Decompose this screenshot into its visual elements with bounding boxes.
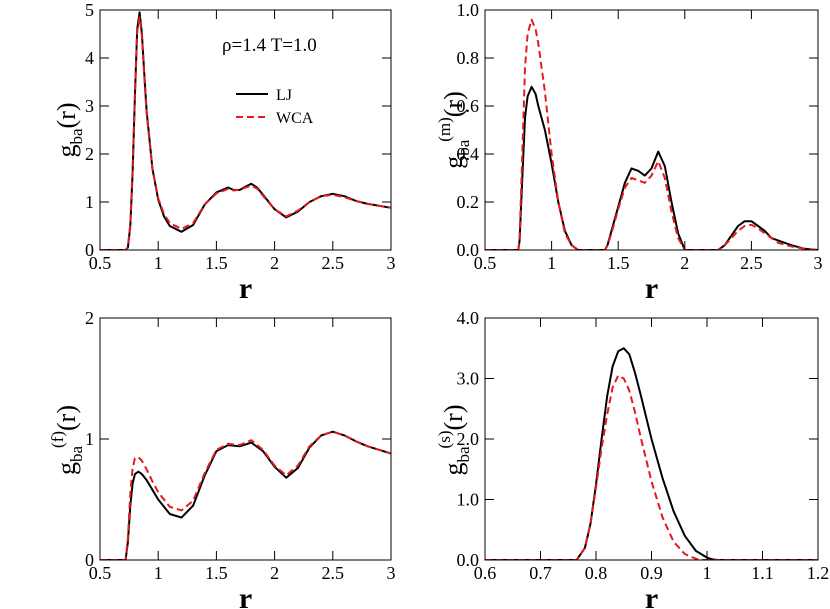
y-tick-label: 3 xyxy=(85,96,94,116)
x-tick-label: 0.6 xyxy=(474,563,497,583)
y-tick-label: 4 xyxy=(85,48,94,68)
y-tick-label: 0.6 xyxy=(457,96,480,116)
y-tick-label: 0 xyxy=(85,550,94,570)
y-tick-label: 0.0 xyxy=(457,240,480,260)
y-tick-label: 0.2 xyxy=(457,192,480,212)
x-axis-label: r xyxy=(645,272,658,305)
panel-top-right: 0.5 1 1.5 2 2.5 3 0.0 0.2 0.4 0.6 0.8 1.0 r gba(m)(r) xyxy=(435,0,823,305)
series-wca xyxy=(100,16,391,250)
x-axis-label: r xyxy=(645,582,658,609)
y-tick-label: 0 xyxy=(85,240,94,260)
y-tick-label: 2.0 xyxy=(457,429,480,449)
x-tick-label: 1 xyxy=(154,253,163,273)
series-wca xyxy=(485,18,818,250)
x-tick-label: 2 xyxy=(680,253,689,273)
series-lj xyxy=(100,430,391,560)
x-tick-label: 1.5 xyxy=(607,253,630,273)
x-tick-label: 1 xyxy=(703,563,712,583)
y-tick-label: 0.8 xyxy=(457,48,480,68)
series-lj xyxy=(485,85,818,250)
y-tick-label: 3.0 xyxy=(457,369,480,389)
condition-annotation: ρ=1.4 T=1.0 xyxy=(222,35,317,56)
y-tick-label: 1.0 xyxy=(457,490,480,510)
x-tick-label: 2 xyxy=(270,253,279,273)
y-axis-label: gba(m)(r) xyxy=(435,91,473,169)
x-tick-label: 1.5 xyxy=(205,563,228,583)
y-tick-label: 5 xyxy=(85,0,94,20)
x-tick-label: 2 xyxy=(270,563,279,583)
x-tick-label: 1 xyxy=(547,253,556,273)
y-axis-label: gba(s)(r) xyxy=(435,405,473,476)
x-tick-label: 0.7 xyxy=(529,563,552,583)
y-tick-label: 0.0 xyxy=(457,550,480,570)
y-axis-label: gba(f)(r) xyxy=(48,405,86,475)
panel-bottom-right: 0.6 0.7 0.8 0.9 1 1.1 1.2 0.0 1.0 2.0 3.0 4.0 r gba(s… xyxy=(435,308,829,609)
series-lj xyxy=(485,347,818,560)
y-tick-label: 0.4 xyxy=(457,144,480,164)
y-tick-label: 1 xyxy=(85,429,94,449)
y-tick-label: 2 xyxy=(85,144,94,164)
legend: LJ WCA xyxy=(236,87,314,127)
x-tick-label: 1.1 xyxy=(751,563,774,583)
series-wca xyxy=(485,374,818,560)
x-tick-label: 3 xyxy=(387,253,396,273)
x-tick-label: 1.2 xyxy=(807,563,830,583)
x-tick-label: 2.5 xyxy=(322,563,345,583)
y-tick-label: 1.0 xyxy=(457,0,480,20)
x-tick-label: 0.5 xyxy=(474,253,497,273)
panel-top-left: 0.5 1 1.5 2 2.5 3 0 1 2 3 4 5 r gba(r) xyxy=(52,0,396,305)
legend-label-lj: LJ xyxy=(276,87,292,104)
series-wca xyxy=(100,430,391,560)
y-tick-label: 4.0 xyxy=(457,308,480,328)
y-tick-label: 1 xyxy=(85,192,94,212)
plot-frame xyxy=(484,9,819,251)
x-tick-label: 1.5 xyxy=(205,253,228,273)
x-tick-label: 3 xyxy=(387,563,396,583)
x-tick-label: 2.5 xyxy=(740,253,763,273)
x-tick-label: 0.5 xyxy=(89,253,112,273)
x-tick-label: 3 xyxy=(814,253,823,273)
x-axis-label: r xyxy=(239,582,252,609)
legend-label-wca: WCA xyxy=(276,110,314,127)
x-tick-label: 1 xyxy=(154,563,163,583)
x-tick-label: 0.8 xyxy=(585,563,608,583)
plot-frame xyxy=(99,9,392,251)
x-tick-label: 2.5 xyxy=(322,253,345,273)
plot-frame xyxy=(99,317,392,561)
x-axis-label: r xyxy=(239,272,252,305)
x-tick-label: 0.5 xyxy=(89,563,112,583)
y-axis-label: gba(r) xyxy=(52,102,86,157)
x-tick-label: 0.9 xyxy=(640,563,663,583)
y-tick-label: 2 xyxy=(85,308,94,328)
